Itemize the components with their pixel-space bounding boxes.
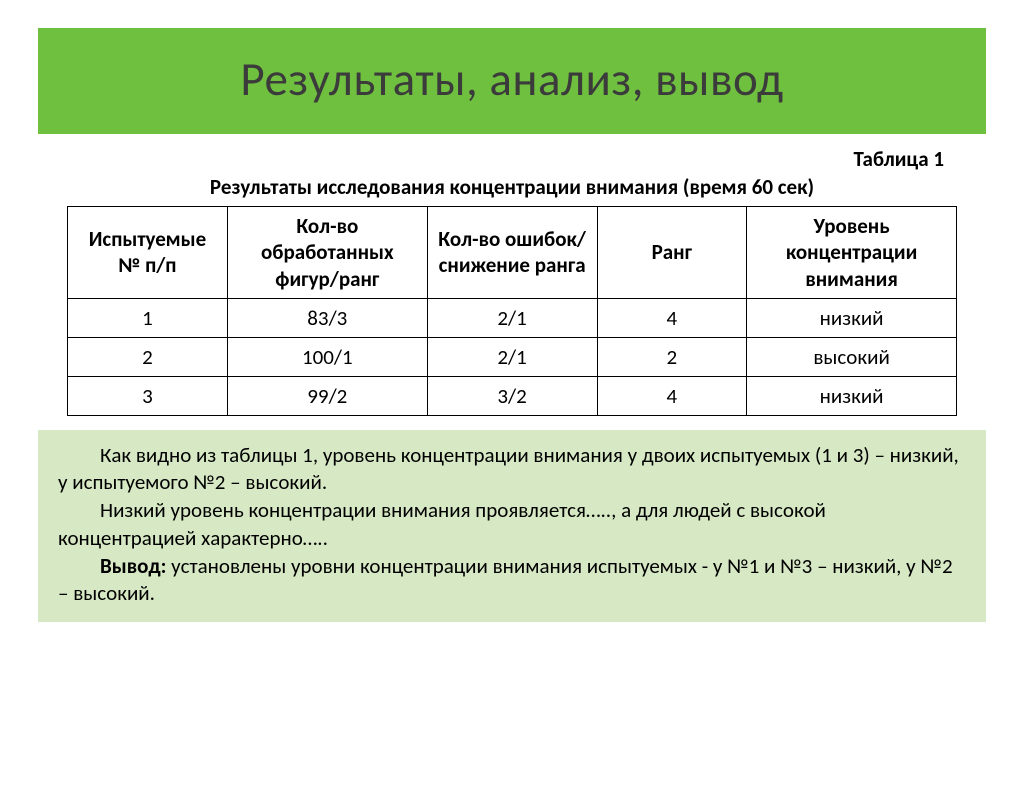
cell: 3/2 <box>427 376 597 415</box>
conclusion-label: Вывод: <box>100 553 166 579</box>
table-header-row: Испытуемые № п/п Кол-во обработанных фиг… <box>68 207 957 299</box>
slide: Результаты, анализ, вывод Таблица 1 Резу… <box>0 28 1024 795</box>
cell: 2 <box>68 337 228 376</box>
cell: 1 <box>68 298 228 337</box>
analysis-p1: Как видно из таблицы 1, уровень концентр… <box>58 442 966 497</box>
analysis-p2: Низкий уровень концентрации внимания про… <box>58 497 966 552</box>
conclusion-text: установлены уровни концентрации внимания… <box>58 553 953 607</box>
table-caption: Результаты исследования концентрации вни… <box>0 174 1024 200</box>
cell: 3 <box>68 376 228 415</box>
cell: 2/1 <box>427 298 597 337</box>
results-table: Испытуемые № п/п Кол-во обработанных фиг… <box>67 206 957 416</box>
analysis-box: Как видно из таблицы 1, уровень концентр… <box>38 430 986 622</box>
col-header: Ранг <box>597 207 747 299</box>
cell: 2 <box>597 337 747 376</box>
cell: 4 <box>597 298 747 337</box>
col-header: Кол-во ошибок/ снижение ранга <box>427 207 597 299</box>
cell: 99/2 <box>227 376 427 415</box>
table-label: Таблица 1 <box>0 146 944 172</box>
col-header: Уровень концентрации внимания <box>747 207 957 299</box>
cell: низкий <box>747 298 957 337</box>
cell: 100/1 <box>227 337 427 376</box>
title-bar: Результаты, анализ, вывод <box>38 28 986 134</box>
col-header: Кол-во обработанных фигур/ранг <box>227 207 427 299</box>
table-row: 1 83/3 2/1 4 низкий <box>68 298 957 337</box>
table-row: 2 100/1 2/1 2 высокий <box>68 337 957 376</box>
table-row: 3 99/2 3/2 4 низкий <box>68 376 957 415</box>
col-header: Испытуемые № п/п <box>68 207 228 299</box>
cell: 83/3 <box>227 298 427 337</box>
cell: высокий <box>747 337 957 376</box>
cell: 2/1 <box>427 337 597 376</box>
cell: 4 <box>597 376 747 415</box>
analysis-p3: Вывод: установлены уровни концентрации в… <box>58 553 966 608</box>
page-title: Результаты, анализ, вывод <box>48 50 976 108</box>
cell: низкий <box>747 376 957 415</box>
